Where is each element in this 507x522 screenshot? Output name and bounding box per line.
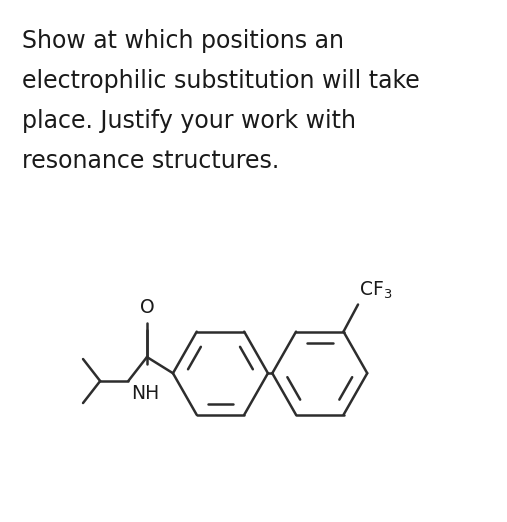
Text: NH: NH [131,384,159,402]
Text: electrophilic substitution will take: electrophilic substitution will take [22,69,420,93]
Text: O: O [139,298,154,317]
Text: resonance structures.: resonance structures. [22,149,279,173]
Text: place. Justify your work with: place. Justify your work with [22,109,356,133]
Text: CF$_3$: CF$_3$ [359,280,393,301]
Text: Show at which positions an: Show at which positions an [22,29,344,53]
